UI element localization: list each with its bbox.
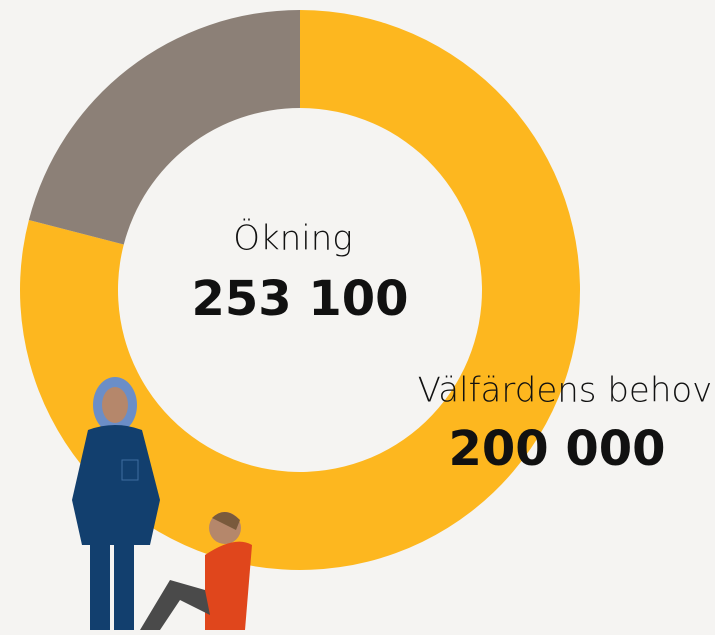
- slice-value: 200 000: [448, 421, 665, 477]
- center-label: Ökning: [233, 219, 352, 259]
- slice: [28, 9, 300, 245]
- illustration: [72, 377, 252, 630]
- donut: [19, 9, 580, 570]
- slice: [19, 10, 580, 570]
- center-value: 253 100: [191, 271, 408, 327]
- slice-label: Välfärdens behov: [418, 371, 713, 411]
